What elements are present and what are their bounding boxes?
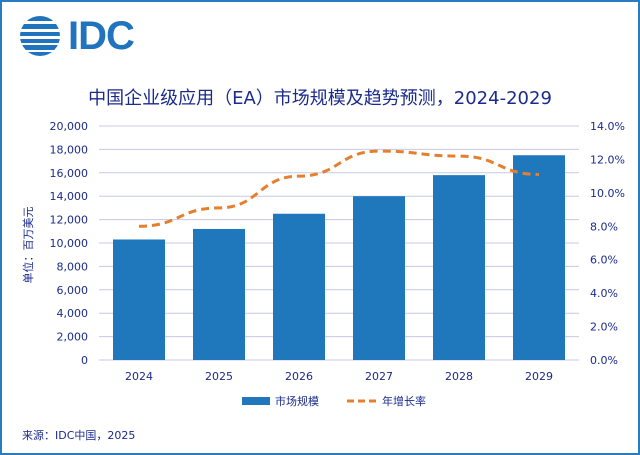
y-tick-label: 12,000 — [50, 214, 89, 227]
bar-2026 — [273, 213, 325, 360]
growth-rate-line — [138, 149, 540, 228]
chart-area: 0 2,000 4,000 6,000 8,000 10,000 12,000 14,000 1… — [21, 120, 625, 408]
legend-line-label: 年增长率 — [382, 394, 426, 408]
y2-tick-label: 0.0% — [590, 354, 618, 367]
y-tick-label: 10,000 — [50, 237, 89, 250]
legend-bar-swatch — [242, 397, 270, 405]
bar-2024 — [113, 239, 165, 360]
y2-tick-label: 6.0% — [590, 254, 618, 267]
y-tick-label: 2,000 — [57, 331, 89, 344]
y-tick-label: 18,000 — [50, 143, 89, 156]
y-tick-label: 16,000 — [50, 167, 89, 180]
y2-tick-label: 14.0% — [590, 120, 625, 133]
x-tick-label: 2026 — [285, 370, 313, 383]
bar-2028 — [433, 175, 485, 360]
x-tick-label: 2029 — [525, 370, 553, 383]
bar-2025 — [193, 228, 245, 360]
source-note: 来源：IDC中国，2025 — [22, 429, 136, 442]
legend: 市场规模 年增长率 — [242, 394, 426, 408]
y-tick-label: 4,000 — [57, 307, 89, 320]
idc-logo: IDC — [18, 14, 135, 58]
x-tick-label: 2024 — [125, 370, 153, 383]
y2-tick-label: 12.0% — [590, 153, 625, 166]
y-tick-label: 6,000 — [57, 284, 89, 297]
y2-tick-label: 8.0% — [590, 220, 618, 233]
logo-text: IDC — [68, 14, 135, 58]
x-tick-label: 2028 — [445, 370, 473, 383]
bar-2029 — [513, 155, 565, 360]
y-tick-label: 14,000 — [50, 190, 89, 203]
globe-icon — [20, 16, 60, 56]
y-tick-label: 20,000 — [50, 120, 89, 133]
y-axis-label: 单位：百万美元 — [21, 207, 35, 284]
y-tick-label: 8,000 — [57, 260, 89, 273]
chart-title: 中国企业级应用（EA）市场规模及趋势预测，2024-2029 — [88, 88, 552, 109]
x-tick-label: 2025 — [205, 370, 233, 383]
bar-2027 — [353, 196, 405, 360]
legend-bar-label: 市场规模 — [275, 394, 319, 408]
y2-tick-label: 4.0% — [590, 287, 618, 300]
y-tick-label: 0 — [81, 354, 88, 367]
x-tick-label: 2027 — [365, 370, 393, 383]
y2-tick-label: 2.0% — [590, 321, 618, 334]
y2-tick-label: 10.0% — [590, 187, 625, 200]
